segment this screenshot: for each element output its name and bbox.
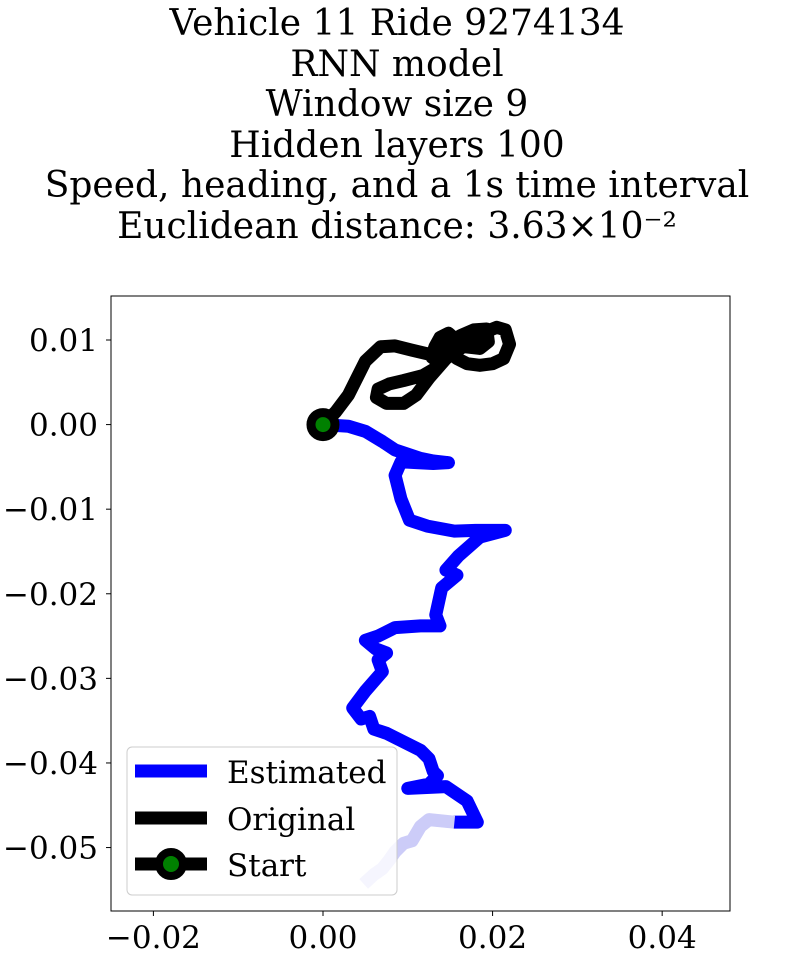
- x-tick-label: 0.00: [288, 920, 357, 956]
- axes-layer: −0.02 0.00 0.02 0.04 0.01 0.00 −0.01 −0.02 −0.03…: [3, 295, 731, 956]
- y-tick-label: −0.04: [3, 746, 98, 782]
- title-line: Vehicle 11 Ride 9274134: [169, 3, 625, 44]
- y-tick-label: −0.01: [3, 492, 98, 528]
- legend-start-label: Start: [227, 848, 307, 884]
- original-series-line: [316, 320, 517, 432]
- start-marker: [306, 408, 340, 442]
- legend-original-label: Original: [227, 802, 355, 838]
- plot-frame: [110, 295, 731, 912]
- title-line: Hidden layers 100: [229, 124, 565, 166]
- y-tick-label: 0.01: [29, 323, 98, 359]
- y-tick-label: 0.00: [29, 408, 98, 444]
- title-line: Euclidean distance: 3.63×10⁻²: [117, 205, 677, 247]
- chart-title: Vehicle 11 Ride 9274134 RNN model Window…: [0, 3, 794, 247]
- y-tick-label: −0.03: [3, 661, 98, 697]
- legend-start-marker: [155, 848, 187, 880]
- y-tick-label: −0.05: [3, 831, 98, 867]
- y-tick-label: −0.02: [3, 577, 98, 613]
- title-line: Window size 9: [265, 84, 529, 125]
- title-line: RNN model: [290, 43, 504, 85]
- legend-estimated-label: Estimated: [227, 755, 386, 791]
- x-tick-label: 0.02: [458, 920, 527, 956]
- estimated-series-line: [316, 418, 512, 829]
- title-line: Speed, heading, and a 1s time interval: [44, 165, 750, 206]
- x-tick-label: −0.02: [106, 920, 201, 956]
- legend: Estimated Original Start: [126, 746, 398, 896]
- x-tick-label: 0.04: [628, 920, 697, 956]
